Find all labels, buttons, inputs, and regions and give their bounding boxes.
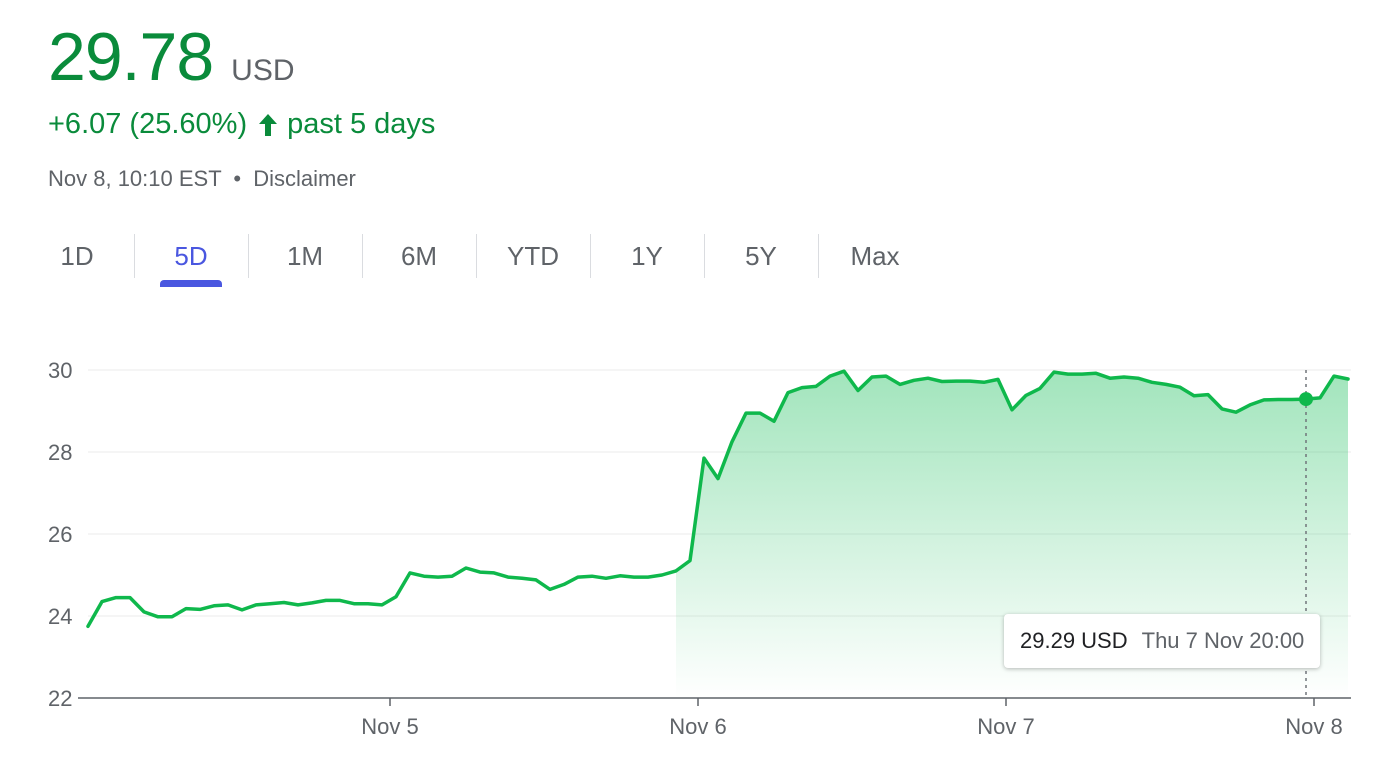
tab-label: 1Y — [631, 240, 663, 271]
tab-6m[interactable]: 6M — [362, 228, 476, 284]
tab-1y[interactable]: 1Y — [590, 228, 704, 284]
tooltip-value: 29.29 USD — [1020, 628, 1128, 653]
range-tabs: 1D 5D 1M 6M YTD 1Y 5Y Max — [20, 228, 932, 288]
currency-label: USD — [231, 54, 295, 87]
tab-max[interactable]: Max — [818, 228, 932, 284]
tooltip-time: Thu 7 Nov 20:00 — [1141, 628, 1305, 653]
y-tick-label: 30 — [48, 358, 72, 383]
chart-tooltip: 29.29 USD Thu 7 Nov 20:00 — [1004, 614, 1321, 668]
change-period: past 5 days — [287, 108, 436, 140]
change-value: +6.07 (25.60%) — [48, 108, 248, 140]
tab-label: 6M — [400, 240, 438, 271]
quote-meta: Nov 8, 10:10 EST • Disclaimer — [48, 166, 356, 192]
y-tick-label: 28 — [48, 440, 72, 465]
tab-label: YTD — [507, 240, 559, 271]
price-change: +6.07 (25.60%) past 5 days — [48, 108, 435, 141]
meta-separator: • — [233, 166, 242, 191]
tab-1d[interactable]: 1D — [20, 228, 134, 284]
tab-label: Max — [850, 240, 900, 271]
tab-5y[interactable]: 5Y — [704, 228, 818, 284]
tab-label: 5D — [174, 240, 208, 271]
price-line — [86, 369, 1350, 629]
x-tick-label: Nov 6 — [669, 714, 726, 739]
tab-1m[interactable]: 1M — [248, 228, 362, 284]
x-tick-label: Nov 8 — [1285, 714, 1342, 739]
tab-indicator — [160, 280, 222, 287]
tab-label: 5Y — [745, 240, 777, 271]
x-tick-label: Nov 5 — [361, 714, 418, 739]
tab-label: 1M — [286, 240, 324, 271]
current-price: 29.78 — [48, 19, 214, 95]
quote-timestamp: Nov 8, 10:10 EST — [48, 166, 222, 191]
hover-point — [1299, 392, 1313, 407]
y-tick-label: 22 — [48, 686, 72, 711]
arrow-up-icon — [259, 113, 278, 136]
y-tick-label: 24 — [48, 604, 72, 629]
disclaimer-link[interactable]: Disclaimer — [253, 166, 356, 191]
x-tick-label: Nov 7 — [977, 714, 1034, 739]
quote-header: 29.78 USD — [48, 18, 295, 96]
y-tick-label: 26 — [48, 522, 72, 547]
tab-5d[interactable]: 5D — [134, 228, 248, 287]
tab-label: 1D — [60, 240, 94, 271]
tab-ytd[interactable]: YTD — [476, 228, 590, 284]
